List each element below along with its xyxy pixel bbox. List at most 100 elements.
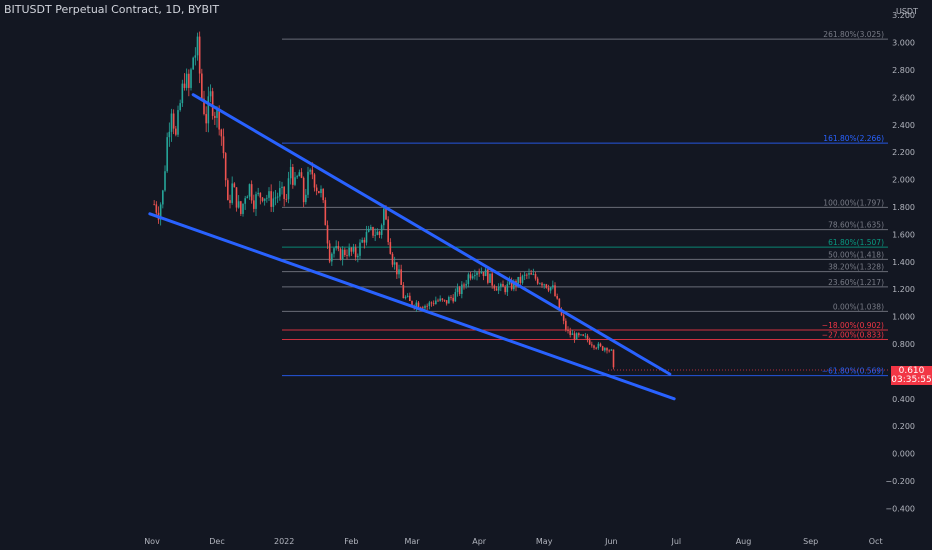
candle-body — [333, 248, 335, 254]
candle-body — [439, 298, 441, 301]
candle-body — [272, 198, 275, 207]
candle-body — [526, 274, 528, 276]
candle-body — [380, 225, 383, 235]
candle-body — [554, 285, 556, 297]
candle-body — [344, 249, 346, 256]
x-tick-label: 2022 — [274, 537, 294, 546]
candle-body — [493, 285, 496, 289]
candle-body — [552, 285, 554, 288]
candle-body — [190, 69, 192, 88]
candle-body — [378, 231, 381, 235]
candle-body — [179, 103, 181, 111]
candle-body — [205, 114, 207, 124]
candle-body — [307, 171, 309, 195]
candle-body — [274, 197, 277, 199]
candle-body — [547, 287, 550, 291]
fib-level-label: 50.00%(1.418) — [828, 250, 884, 259]
candle-body — [601, 346, 604, 351]
candle-body — [224, 153, 227, 181]
candle-body — [263, 198, 266, 201]
candle-body — [534, 274, 537, 279]
candle-body — [562, 315, 565, 321]
candle-body — [296, 176, 298, 178]
candle-body — [549, 287, 552, 291]
x-tick-label: Feb — [344, 537, 358, 546]
trendline-lower[interactable] — [148, 212, 676, 401]
candle-body — [385, 208, 387, 220]
candle-body — [367, 228, 370, 232]
candle-body — [588, 340, 591, 345]
candle-body — [250, 184, 253, 201]
candle-body — [266, 197, 268, 199]
candle-body — [162, 190, 164, 205]
candle-body — [500, 284, 502, 287]
candle-body — [565, 320, 567, 330]
candle-body — [508, 280, 511, 285]
candle-body — [196, 36, 199, 56]
candle-body — [541, 283, 543, 286]
candle-body — [283, 186, 285, 199]
y-tick-label: 2.400 — [892, 121, 915, 130]
candle-body — [556, 296, 558, 299]
candle-body — [437, 300, 439, 302]
candle-body — [192, 57, 194, 70]
candle-body — [348, 247, 350, 256]
y-axis[interactable]: 3.200 3.000 2.800 2.600 2.400 2.200 2.000 1.800… — [885, 11, 915, 513]
candle-body — [580, 334, 582, 336]
candle-body — [504, 286, 506, 293]
candle-body — [218, 108, 220, 130]
candle-body — [575, 333, 578, 340]
fib-level-label: −18.00%(0.902) — [822, 321, 884, 330]
candle-body — [281, 186, 283, 189]
candle-body — [578, 333, 580, 336]
candle-body — [517, 276, 519, 287]
candle-body — [573, 333, 576, 340]
candle-body — [305, 194, 307, 203]
y-tick-label: 0.000 — [892, 450, 915, 459]
candle-body — [279, 188, 281, 197]
candle-body — [463, 284, 465, 286]
candle-body — [207, 96, 210, 124]
x-axis[interactable]: Nov Dec 2022 Feb Mar Apr May Jun Jul Aug Sep Oct — [144, 537, 882, 546]
y-tick-label: 2.600 — [892, 93, 915, 102]
candles — [153, 31, 615, 370]
candle-body — [445, 300, 448, 304]
fib-level-label: 23.60%(1.217) — [828, 278, 884, 287]
y-tick-label: −0.200 — [885, 477, 915, 486]
candle-body — [480, 272, 483, 274]
candle-body — [350, 247, 353, 252]
candle-body — [253, 200, 255, 209]
x-tick-label: Apr — [472, 537, 487, 546]
candle-body — [216, 108, 218, 118]
candle-body — [398, 269, 400, 275]
candle-body — [597, 343, 600, 349]
y-tick-label: 2.800 — [892, 66, 915, 75]
candle-body — [513, 280, 515, 290]
trendlines[interactable] — [148, 93, 676, 401]
candle-body — [411, 300, 413, 306]
x-tick-label: Dec — [209, 537, 224, 546]
candle-body — [543, 284, 545, 286]
candle-countdown: 03:35:55 — [891, 375, 932, 385]
candle-body — [166, 137, 168, 172]
candle-body — [322, 188, 324, 201]
candle-body — [346, 255, 348, 256]
candle-body — [391, 253, 394, 265]
y-tick-label: 1.800 — [892, 203, 915, 212]
candle-body — [248, 184, 251, 197]
candle-body — [424, 305, 426, 309]
x-tick-label: Jun — [604, 537, 618, 546]
candle-body — [292, 167, 294, 185]
trendline-upper[interactable] — [191, 93, 672, 376]
candle-body — [474, 275, 476, 277]
candle-body — [257, 192, 259, 195]
candle-body — [409, 295, 411, 301]
candle-body — [567, 329, 569, 331]
candle-body — [523, 274, 526, 276]
candle-body — [357, 255, 359, 258]
candle-body — [318, 191, 320, 194]
candle-body — [402, 284, 405, 299]
candle-body — [454, 292, 457, 302]
candle-body — [298, 172, 301, 177]
